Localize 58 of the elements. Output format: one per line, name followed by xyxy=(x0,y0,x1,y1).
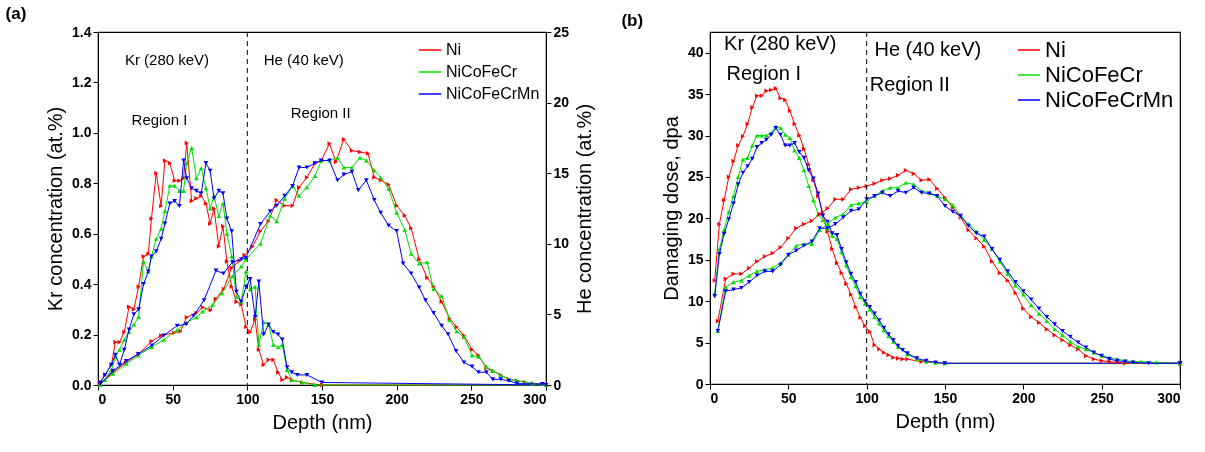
annotation: Region I xyxy=(726,62,801,85)
y-tick-label: 1.2 xyxy=(72,73,92,90)
y-tick-label: 35 xyxy=(687,85,704,102)
x-tick-label: 150 xyxy=(933,389,958,406)
x-tick-label: 300 xyxy=(1157,389,1181,406)
y-tick-label: 0.0 xyxy=(72,376,92,393)
y-tick-label: 40 xyxy=(687,44,704,61)
y-tick-label: 25 xyxy=(687,168,704,185)
annotation: He (40 keV) xyxy=(263,51,344,69)
x-axis-title: Depth (nm) xyxy=(895,409,996,432)
legend-label: Ni xyxy=(1045,37,1066,62)
y-tick-label: 0.8 xyxy=(72,174,92,191)
y-tick-label: 1.4 xyxy=(72,23,92,40)
x-tick-label: 250 xyxy=(460,390,484,407)
x-tick-label: 50 xyxy=(165,390,182,407)
y-tick-label: 0.2 xyxy=(72,326,92,343)
annotation: Region II xyxy=(869,72,950,95)
legend-label: NiCoFeCrMn xyxy=(1045,87,1174,112)
x-tick-label: 200 xyxy=(385,390,410,407)
y2-axis-title: He concentration (at.%) xyxy=(573,103,596,315)
x-tick-label: 150 xyxy=(310,390,335,407)
x-tick-label: 100 xyxy=(855,389,880,406)
y-tick-label: 0 xyxy=(695,375,704,392)
y2-tick-label: 10 xyxy=(553,235,570,252)
x-tick-label: 0 xyxy=(710,389,719,406)
y2-tick-label: 20 xyxy=(553,94,570,111)
chart-title: (a) xyxy=(5,4,27,23)
x-tick-label: 200 xyxy=(1012,389,1036,406)
y-tick-label: 1.0 xyxy=(72,124,92,141)
y-tick-label: 30 xyxy=(687,127,704,144)
y-tick-label: 20 xyxy=(687,209,704,226)
y-tick-label: 15 xyxy=(687,251,704,268)
annotation: Kr (280 keV) xyxy=(724,32,837,55)
y-tick-label: 10 xyxy=(687,292,704,309)
y2-tick-label: 0 xyxy=(553,376,562,393)
x-axis-title: Depth (nm) xyxy=(272,410,373,433)
legend-label: NiCoFeCr xyxy=(1045,62,1143,87)
y2-tick-label: 5 xyxy=(553,305,562,322)
x-tick-label: 0 xyxy=(98,390,107,407)
x-tick-label: 300 xyxy=(523,390,547,407)
annotation: Region II xyxy=(290,104,351,122)
annotation: He (40 keV) xyxy=(874,37,982,60)
x-tick-label: 250 xyxy=(1090,389,1115,406)
y-tick-label: 0.4 xyxy=(72,275,92,292)
legend-label: NiCoFeCr xyxy=(446,63,518,80)
x-tick-label: 50 xyxy=(781,389,797,406)
y-axis-title: Damaging dose, dpa xyxy=(659,115,682,301)
legend-label: Ni xyxy=(446,41,462,58)
y2-tick-label: 25 xyxy=(553,23,570,40)
chart-title: (b) xyxy=(621,10,644,30)
y2-tick-label: 15 xyxy=(553,164,570,181)
x-tick-label: 100 xyxy=(236,390,260,407)
annotation: Kr (280 keV) xyxy=(124,51,210,69)
legend-label: NiCoFeCrMn xyxy=(446,85,540,102)
annotation: Region I xyxy=(131,111,188,129)
y-tick-label: 0.6 xyxy=(72,225,92,242)
y-tick-label: 5 xyxy=(695,334,704,351)
y-axis-title: Kr concentration (at.%) xyxy=(44,106,67,312)
